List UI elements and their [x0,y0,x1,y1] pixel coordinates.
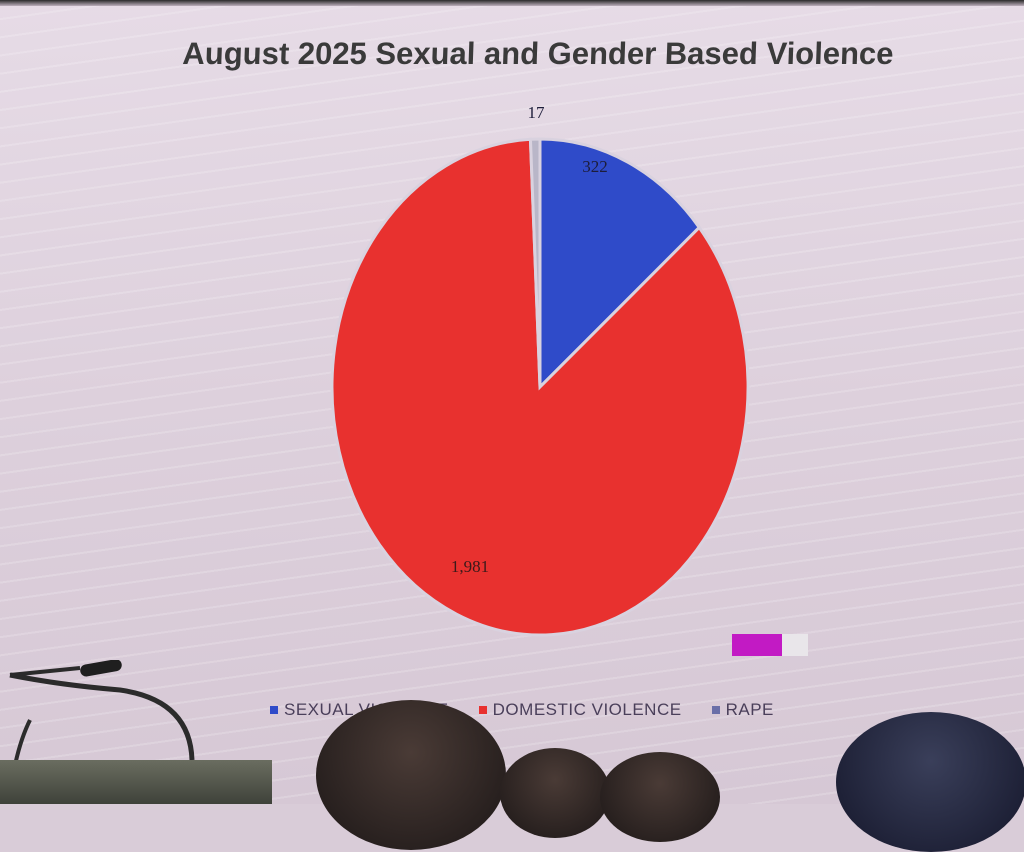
legend-label-domestic-violence: DOMESTIC VIOLENCE [492,700,682,719]
screen-top-edge [0,0,1024,6]
legend-swatch-sexual-violence [270,706,278,714]
legend-item-domestic-violence: DOMESTIC VIOLENCE [478,700,682,720]
data-label-sexual-violence: 322 [582,157,608,176]
data-label-domestic-violence: 1,981 [451,557,489,576]
pie-slice-sexual-violence [538,137,702,391]
pie-slice-rape [528,137,542,388]
microphone-stand [9,660,195,771]
audience-head [836,712,1024,852]
data-label-rape: 17 [528,103,546,122]
pie-chart: 322 1,981 17 [330,103,750,637]
legend-swatch-domestic-violence [478,706,487,714]
legend-swatch-rape [711,706,720,714]
grey-legend-box [782,634,808,656]
legend-label-rape: RAPE [725,700,774,719]
pie-slice-domestic-violence [330,137,750,637]
audience-head [316,700,506,850]
audience-head [500,748,610,838]
legend-item-rape: RAPE [711,700,774,720]
podium [0,760,272,804]
audience-head [600,752,720,842]
magenta-legend-box [732,634,782,656]
